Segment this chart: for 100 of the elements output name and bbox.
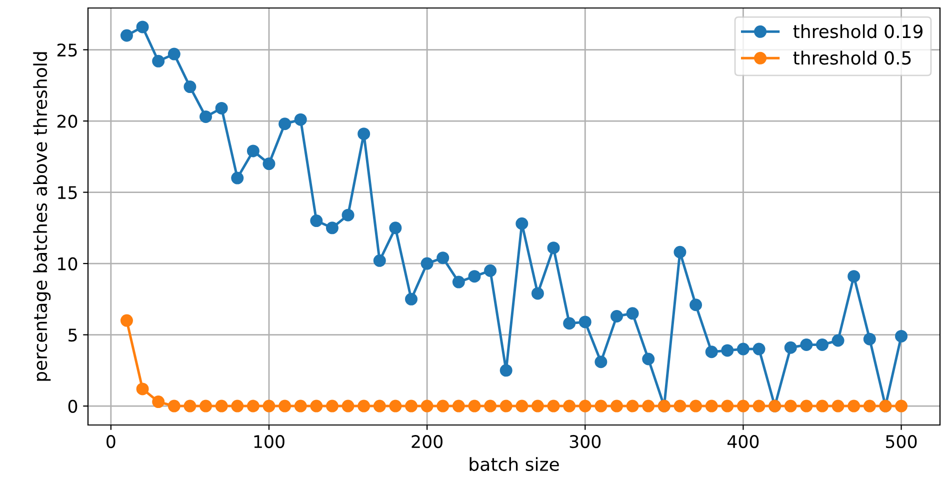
- point: [863, 332, 876, 346]
- point: [610, 400, 623, 412]
- x-tick-label: 200: [412, 435, 442, 448]
- point: [310, 214, 323, 228]
- point: [484, 264, 497, 277]
- y-tick-label: 5: [68, 328, 77, 342]
- point: [215, 400, 228, 412]
- point: [816, 338, 828, 352]
- point: [895, 330, 908, 342]
- point: [563, 317, 576, 330]
- point: [895, 400, 908, 412]
- point: [184, 400, 196, 412]
- point: [436, 252, 450, 264]
- point: [721, 400, 734, 412]
- x-tick-label: 500: [886, 435, 917, 448]
- point: [848, 400, 860, 412]
- point: [784, 400, 797, 412]
- point: [500, 364, 512, 377]
- point: [674, 246, 686, 258]
- point: [136, 382, 149, 396]
- point: [816, 400, 828, 412]
- point: [373, 400, 386, 412]
- point: [278, 400, 292, 412]
- y-tick-label: 25: [57, 43, 77, 57]
- point: [278, 118, 292, 130]
- point: [563, 400, 576, 412]
- point: [516, 400, 528, 412]
- point: [642, 352, 655, 366]
- point: [452, 400, 465, 412]
- point: [863, 400, 876, 412]
- point: [800, 400, 813, 412]
- point: [389, 400, 402, 412]
- point: [342, 208, 354, 222]
- point: [310, 400, 323, 412]
- point: [326, 222, 338, 234]
- x-tick-label: 100: [254, 435, 284, 448]
- point: [294, 400, 307, 412]
- point: [705, 400, 718, 412]
- point: [610, 310, 623, 323]
- point: [784, 341, 797, 354]
- point: [626, 307, 639, 320]
- point: [405, 400, 418, 412]
- point: [800, 338, 813, 352]
- point: [468, 400, 481, 412]
- point: [246, 400, 260, 412]
- point: [690, 400, 702, 412]
- point: [262, 400, 276, 412]
- y-tick-label: 15: [58, 186, 77, 200]
- point: [342, 400, 354, 412]
- point: [120, 29, 133, 42]
- point: [215, 102, 228, 114]
- legend-label: threshold 0.5: [793, 50, 911, 65]
- point: [500, 400, 512, 412]
- point: [168, 400, 180, 412]
- y-tick-label: 0: [68, 400, 78, 413]
- point: [246, 144, 260, 158]
- x-axis-title: batch size: [470, 457, 559, 472]
- point: [452, 276, 465, 288]
- point: [832, 334, 844, 347]
- point: [674, 400, 686, 412]
- point: [120, 314, 133, 327]
- x-tick-label: 0: [106, 435, 116, 448]
- point: [389, 222, 402, 234]
- point: [690, 298, 702, 312]
- point: [420, 257, 434, 270]
- point: [721, 344, 734, 357]
- point: [468, 270, 481, 283]
- point: [358, 128, 370, 140]
- point: [262, 158, 276, 170]
- y-tick-label: 10: [58, 257, 78, 270]
- x-tick-label: 400: [727, 435, 759, 448]
- point: [531, 287, 544, 300]
- point: [848, 270, 860, 283]
- point: [705, 346, 718, 358]
- y-axis-title: percentage batches above threshold: [33, 52, 51, 381]
- point: [578, 316, 592, 328]
- point: [231, 400, 244, 412]
- point: [231, 172, 244, 184]
- point: [405, 292, 418, 306]
- legend-label: threshold 0.19: [793, 24, 922, 38]
- point: [136, 20, 149, 34]
- point: [626, 400, 639, 412]
- point: [752, 342, 766, 356]
- point: [373, 254, 386, 267]
- point: [436, 400, 450, 412]
- point: [358, 400, 370, 412]
- point: [294, 113, 307, 126]
- point: [736, 400, 750, 412]
- x-tick-label: 300: [570, 435, 601, 448]
- point: [594, 400, 608, 412]
- point: [594, 356, 608, 368]
- point: [736, 342, 750, 356]
- point: [484, 400, 497, 412]
- point: [152, 396, 165, 408]
- point: [547, 242, 560, 254]
- point: [547, 400, 560, 412]
- point: [184, 80, 196, 94]
- point: [326, 400, 338, 412]
- y-tick-label: 20: [57, 114, 78, 128]
- point: [578, 400, 592, 412]
